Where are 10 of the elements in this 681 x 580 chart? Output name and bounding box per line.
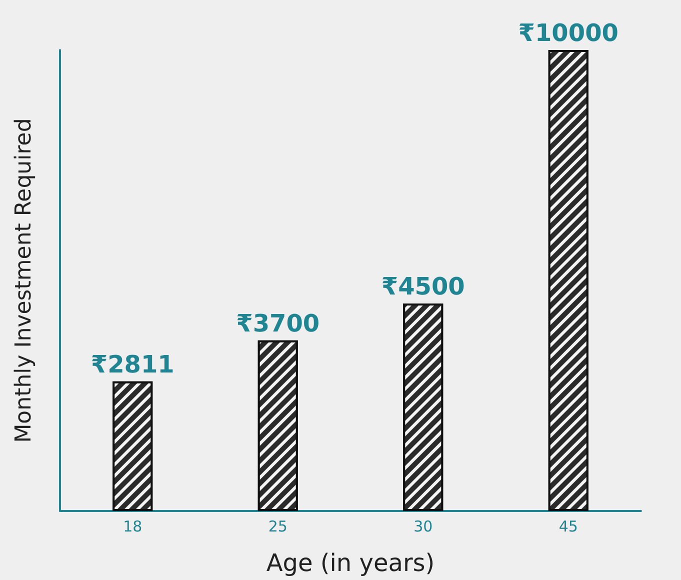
- y-axis-title: Monthly Investment Required: [12, 118, 36, 443]
- x-tick-label: 18: [123, 518, 142, 536]
- x-tick-label: 30: [414, 518, 433, 536]
- x-axis-title: Age (in years): [266, 549, 435, 577]
- data-label: ₹4500: [381, 272, 465, 301]
- data-label: ₹2811: [90, 350, 174, 378]
- x-tick-label: 25: [268, 518, 288, 536]
- x-tick-label: 45: [558, 518, 578, 536]
- data-label: ₹3700: [236, 309, 320, 338]
- data-label: ₹10000: [518, 19, 618, 47]
